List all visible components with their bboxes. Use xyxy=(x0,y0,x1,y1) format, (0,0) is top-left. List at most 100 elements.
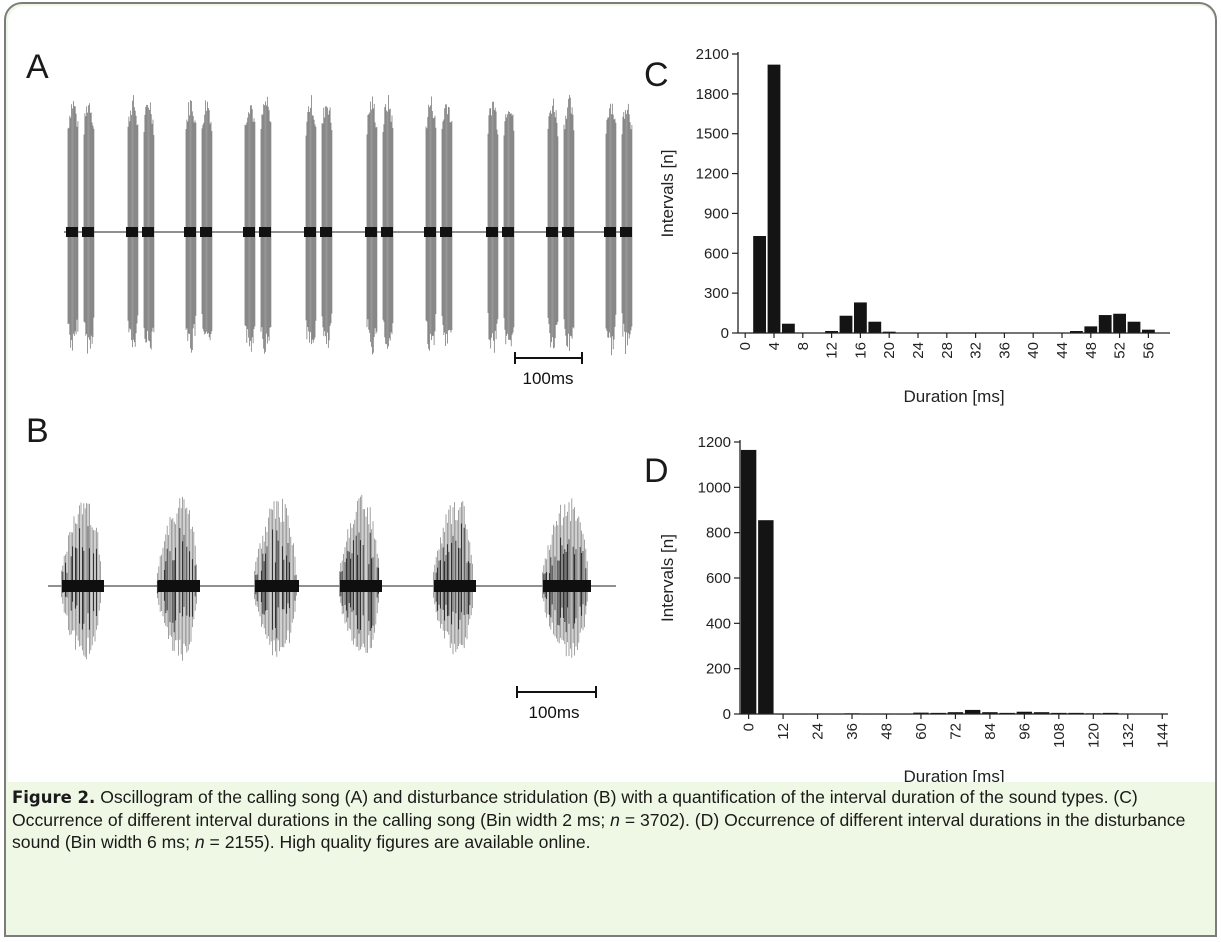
histogram-c-y-tick-label: 0 xyxy=(721,325,729,342)
histogram-d-y-tick-label: 600 xyxy=(706,570,731,587)
caption-n-symbol-2: n xyxy=(194,832,205,852)
oscillogram-a-pulse xyxy=(185,100,197,353)
histogram-c-x-tick-label: 48 xyxy=(1083,342,1100,359)
figure-graphic: A B C D 100ms 100ms 03006009001200150018… xyxy=(26,46,1171,782)
oscillogram-a-pulse xyxy=(563,94,575,351)
histogram-d-x-tick-label: 36 xyxy=(844,723,861,740)
oscillogram-b-chirp xyxy=(157,496,197,661)
histogram-c-y-tick-label: 1200 xyxy=(696,166,729,183)
histogram-c-x-tick-label: 12 xyxy=(824,342,841,359)
histogram-d-y-tick-label: 0 xyxy=(723,706,731,723)
histogram-c-x-tick-label: 24 xyxy=(910,342,927,359)
oscillogram-a-pulse-core xyxy=(381,227,393,237)
histogram-c-x-tick-label: 28 xyxy=(939,342,956,359)
oscillogram-a-pulse-core xyxy=(200,227,212,237)
histogram-d: 0 200 400 600 800 1000 1200 0 12 24 36 48 60 72 84 96 10… xyxy=(658,434,1171,782)
oscillogram-b-chirp-band xyxy=(543,580,591,592)
oscillogram-a-pulse-core xyxy=(320,227,332,237)
oscillogram-a-pulse xyxy=(366,96,378,355)
oscillogram-a-pulse-core xyxy=(424,227,436,237)
oscillogram-b-chirp-band xyxy=(158,580,200,592)
oscillogram-a-pulse-core xyxy=(502,227,514,237)
caption-label: Figure 2. xyxy=(12,788,96,807)
histogram-d-bar xyxy=(740,449,757,714)
oscillogram-b-chirp-band xyxy=(62,580,104,592)
histogram-d-y-tick-label: 200 xyxy=(706,661,731,678)
histogram-d-x-tick-label: 132 xyxy=(1120,723,1137,748)
oscillogram-a-pulse xyxy=(201,100,213,341)
histogram-c-y-tick-label: 900 xyxy=(704,205,729,222)
histogram-c-x-tick-label: 44 xyxy=(1054,342,1071,359)
histogram-d-x-axis-label: Duration [ms] xyxy=(903,767,1004,782)
oscillogram-a-pulse-core xyxy=(82,227,94,237)
histogram-c-y-tick-label: 1800 xyxy=(696,86,729,103)
oscillogram-b-chirp-band xyxy=(340,580,382,592)
histogram-c-x-tick-label: 8 xyxy=(795,342,812,350)
histogram-d-x-tick-label: 24 xyxy=(810,723,827,740)
histogram-d-y-tick-label: 400 xyxy=(706,615,731,632)
histogram-c-y-axis-label: Intervals [n] xyxy=(658,150,677,238)
histogram-c-x-axis-label: Duration [ms] xyxy=(903,387,1004,406)
oscillogram-b-chirp xyxy=(339,494,379,653)
histogram-c-y-tick-label: 2100 xyxy=(696,46,729,63)
histogram-c-bar xyxy=(753,236,766,333)
histogram-c-bar xyxy=(767,64,781,333)
histogram-d-bar xyxy=(1033,712,1050,714)
histogram-d-x-tick-label: 144 xyxy=(1154,723,1171,748)
oscillogram-a-pulse xyxy=(425,96,437,351)
oscillogram-a-pulse-core xyxy=(546,227,558,237)
histogram-c-bar xyxy=(1113,313,1126,333)
oscillogram-a-pulse xyxy=(305,95,317,345)
histogram-c-bar xyxy=(825,331,838,333)
histogram-d-y-tick-label: 1000 xyxy=(698,479,731,496)
panel-letter-c: C xyxy=(644,56,669,94)
histogram-d-bar xyxy=(758,520,774,714)
oscillogram-a-pulse xyxy=(143,102,155,350)
histogram-c-x-tick-label: 16 xyxy=(852,342,869,359)
histogram-c-x-tick-label: 36 xyxy=(996,342,1013,359)
histogram-d-x-tick-label: 48 xyxy=(878,723,895,740)
histogram-d-bar xyxy=(964,709,981,714)
histogram-c-bar xyxy=(854,302,867,333)
oscillogram-a-pulse-core xyxy=(243,227,255,237)
histogram-c-x-tick-label: 4 xyxy=(766,342,783,350)
histogram-d-x-tick-label: 96 xyxy=(1016,723,1033,740)
histogram-c-bar xyxy=(1142,329,1155,333)
histogram-d-x-tick-label: 60 xyxy=(913,723,930,740)
panel-letter-a: A xyxy=(26,48,49,86)
figure-frame: A B C D 100ms 100ms 0 300 600 900 1200 1500 18… xyxy=(4,2,1217,937)
histogram-d-x-tick-label: 12 xyxy=(775,723,792,740)
histogram-c-y-tick-label: 1500 xyxy=(696,126,729,143)
histogram-c-x-tick-label: 20 xyxy=(881,342,898,359)
oscillogram-a-pulse-core xyxy=(142,227,154,237)
histogram-d-x-tick-label: 84 xyxy=(982,723,999,740)
panel-letter-b: B xyxy=(26,412,49,450)
histogram-c-bar xyxy=(882,331,896,333)
oscillogram-a-pulse xyxy=(127,95,139,348)
oscillogram-a-pulse xyxy=(67,101,79,351)
oscillogram-b-chirp xyxy=(433,501,473,655)
oscillogram-a-pulse-core xyxy=(440,227,452,237)
histogram-c-x-tick-label: 32 xyxy=(968,342,985,359)
figure-panel: A B C D 100ms 100ms 0 300 600 900 1200 1500 18… xyxy=(8,6,1215,782)
histogram-c-x-tick-label: 0 xyxy=(737,342,754,350)
oscillogram-a-pulse-core xyxy=(184,227,196,237)
oscillogram-a-pulse-core xyxy=(486,227,498,237)
oscillogram-a-pulse xyxy=(260,96,272,354)
oscillogram-a-pulse xyxy=(321,106,333,348)
histogram-d-x-tick-label: 120 xyxy=(1085,723,1102,748)
histogram-d-bar xyxy=(982,712,998,714)
histogram-c-bar xyxy=(782,323,795,333)
caption-n-symbol-1: n xyxy=(610,810,620,830)
histogram-c-bar xyxy=(1070,331,1083,333)
oscillogram-a-pulse-core xyxy=(365,227,377,237)
oscillogram-b-chirp-band xyxy=(434,580,476,592)
histogram-d-y-axis-label: Intervals [n] xyxy=(658,534,677,622)
histogram-c-bar xyxy=(868,321,882,333)
histogram-d-y-tick-label: 1200 xyxy=(698,434,731,451)
histogram-c-y-tick-label: 300 xyxy=(704,285,729,302)
caption-text-1: Oscillogram of the calling song (A) and … xyxy=(12,787,1138,830)
histogram-d-bar xyxy=(913,712,929,714)
histogram-d-y-tick-label: 800 xyxy=(706,525,731,542)
oscillogram-a-pulse-core xyxy=(562,227,574,237)
